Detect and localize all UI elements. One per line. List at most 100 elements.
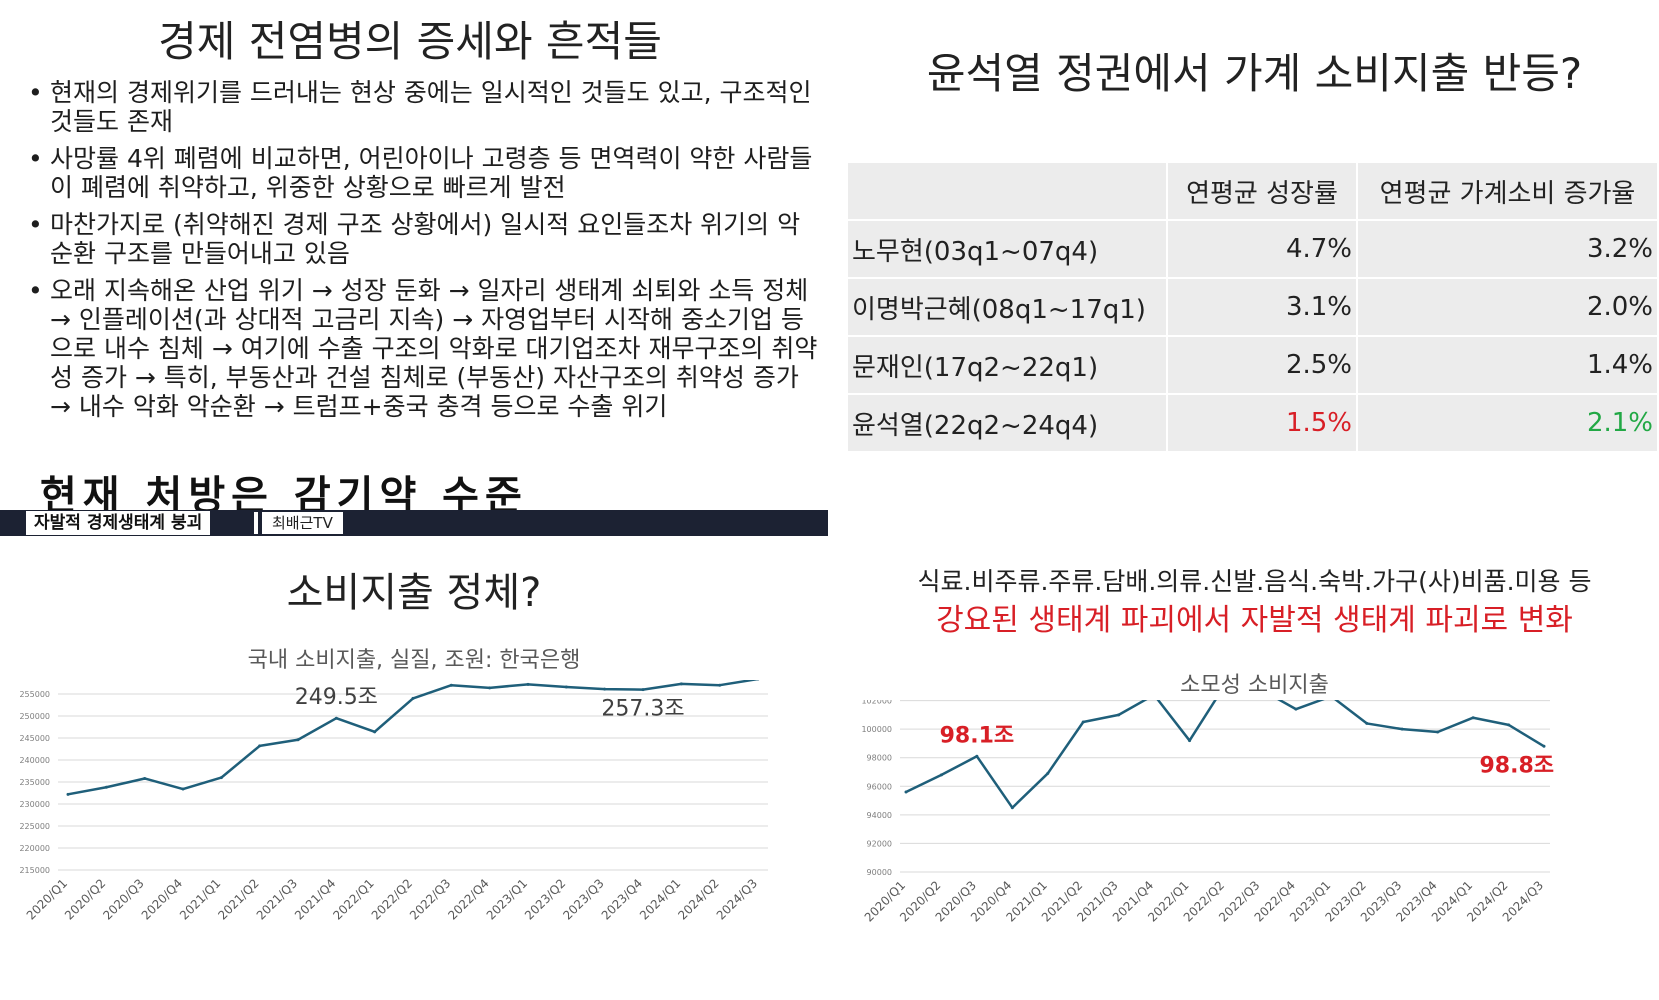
data-point [104,785,108,789]
y-tick-label: 92000 [867,839,892,848]
data-point [603,687,607,691]
x-tick-label: 2023/Q2 [522,876,568,922]
y-tick-label: 235000 [19,778,50,787]
data-point [1436,730,1440,734]
data-point [334,716,338,720]
data-point [718,683,722,687]
data-point [1400,727,1404,731]
bullet-item: 오래 지속해온 산업 위기 → 성장 둔화 → 일자리 생태계 쇠퇴와 소득 정… [28,276,818,421]
bottom-right-title: 식료.비주류.주류.담배.의류.신발.음식.숙박.가구(사)비품.미용 등 [917,567,1592,596]
table-row: 윤석열(22q2~24q4) 1.5% 2.1% [848,394,1659,453]
data-point [564,685,568,689]
data-point [143,776,147,780]
x-tick-label: 2024/Q3 [714,876,760,922]
x-tick-label: 2023/Q3 [560,876,606,922]
table-cell-consumption: 1.4% [1357,336,1659,395]
data-point [219,776,223,780]
data-point [975,754,979,758]
table-cell-growth: 4.7% [1167,220,1358,279]
y-tick-label: 94000 [867,811,892,820]
x-tick-label: 2022/Q2 [369,876,415,922]
y-tick-label: 90000 [867,868,892,877]
y-tick-label: 230000 [19,800,50,809]
y-tick-label: 220000 [19,844,50,853]
data-point [679,682,683,686]
y-tick-label: 98000 [867,754,892,763]
data-point [181,787,185,791]
channel-name: 최배근TV [262,512,343,534]
data-point [1365,721,1369,725]
x-tick-label: 2023/Q1 [484,876,530,922]
data-point [258,744,262,748]
x-tick-label: 2021/Q1 [177,876,223,922]
data-point [66,792,70,796]
y-tick-label: 100000 [861,725,892,734]
x-tick-label: 2021/Q3 [254,876,300,922]
data-point [939,773,943,777]
data-label: 98.8조 [1479,753,1554,778]
data-point [756,680,760,681]
table-row: 노무현(03q1~07q4) 4.7% 3.2% [848,220,1659,279]
y-tick-label: 225000 [19,822,50,831]
data-point [1117,713,1121,717]
table-row: 이명박근혜(08q1~17q1) 3.1% 2.0% [848,278,1659,337]
x-tick-label: 2021/Q4 [292,876,338,922]
x-tick-label: 2022/Q4 [445,876,491,922]
x-tick-label: 2020/Q2 [62,876,108,922]
data-point [1081,720,1085,724]
growth-table: 연평균 성장률 연평균 가계소비 증가율 노무현(03q1~07q4) 4.7%… [848,163,1659,453]
data-point [296,738,300,742]
y-tick-label: 240000 [19,756,50,765]
table-cell-growth: 3.1% [1167,278,1358,337]
bottom-left-title: 소비지출 정체? [286,570,542,616]
y-tick-label: 245000 [19,734,50,743]
table-cell-label: 문재인(17q2~22q1) [848,336,1168,395]
bullet-item: 사망률 4위 폐렴에 비교하면, 어린아이나 고령층 등 면역력이 약한 사람들… [28,144,818,202]
x-tick-label: 2024/Q2 [675,876,721,922]
x-tick-label: 2021/Q2 [215,876,261,922]
x-tick-label: 2023/Q4 [599,876,645,922]
y-tick-label: 215000 [19,866,50,875]
data-point [641,688,645,692]
data-label: 98.1조 [940,723,1015,748]
y-tick-label: 102000 [861,700,892,706]
data-point [449,683,453,687]
data-point [904,790,908,794]
data-point [1188,739,1192,743]
series-line [905,700,1545,809]
table-header-row: 연평균 성장률 연평균 가계소비 증가율 [848,163,1659,221]
data-point [1542,744,1546,748]
table-header-consumption: 연평균 가계소비 증가율 [1357,163,1659,221]
table-cell-label: 이명박근혜(08q1~17q1) [848,278,1168,337]
bullet-list: 현재의 경제위기를 드러내는 현상 중에는 일시적인 것들도 있고, 구조적인 … [28,78,818,429]
x-tick-label: 2024/Q1 [637,876,683,922]
consumable-spending-line-chart: 9000092000940009600098000100000102000104… [861,700,1554,925]
chart-title: 국내 소비지출, 실질, 조원: 한국은행 [247,648,581,673]
top-right-title: 윤석열 정권에서 가계 소비지출 반등? [926,49,1583,98]
table-cell-consumption-highlight: 2.1% [1357,394,1659,453]
table-cell-label: 윤석열(22q2~24q4) [848,394,1168,453]
data-point [1507,723,1511,727]
table-cell-consumption: 3.2% [1357,220,1659,279]
bullet-item: 현재의 경제위기를 드러내는 현상 중에는 일시적인 것들도 있고, 구조적인 … [28,78,818,136]
caption-bar-label: 자발적 경제생태계 붕괴 [26,511,211,535]
data-point [1010,806,1014,810]
consumption-line-chart: 215000 220000 225000 230000 235000 240000 2450… [19,680,768,923]
y-tick-label: 250000 [19,712,50,721]
data-point [373,730,377,734]
x-tick-label: 2020/Q4 [139,876,185,922]
table-header-empty [848,163,1168,221]
y-tick-label: 255000 [19,690,50,699]
table-cell-growth: 2.5% [1167,336,1358,395]
table-cell-label: 노무현(03q1~07q4) [848,220,1168,279]
data-point [1294,707,1298,711]
table-row: 문재인(17q2~22q1) 2.5% 1.4% [848,336,1659,395]
data-point [1046,771,1050,775]
x-tick-label: 2020/Q3 [100,876,146,922]
data-label: 249.5조 [295,685,378,710]
data-point [488,686,492,690]
top-left-title: 경제 전염병의 증세와 흔적들 [158,17,662,66]
bullet-item: 마찬가지로 (취약해진 경제 구조 상황에서) 일시적 요인들조차 위기의 악순… [28,210,818,268]
x-tick-label: 2022/Q1 [330,876,376,922]
x-tick-label: 2020/Q1 [24,876,70,922]
